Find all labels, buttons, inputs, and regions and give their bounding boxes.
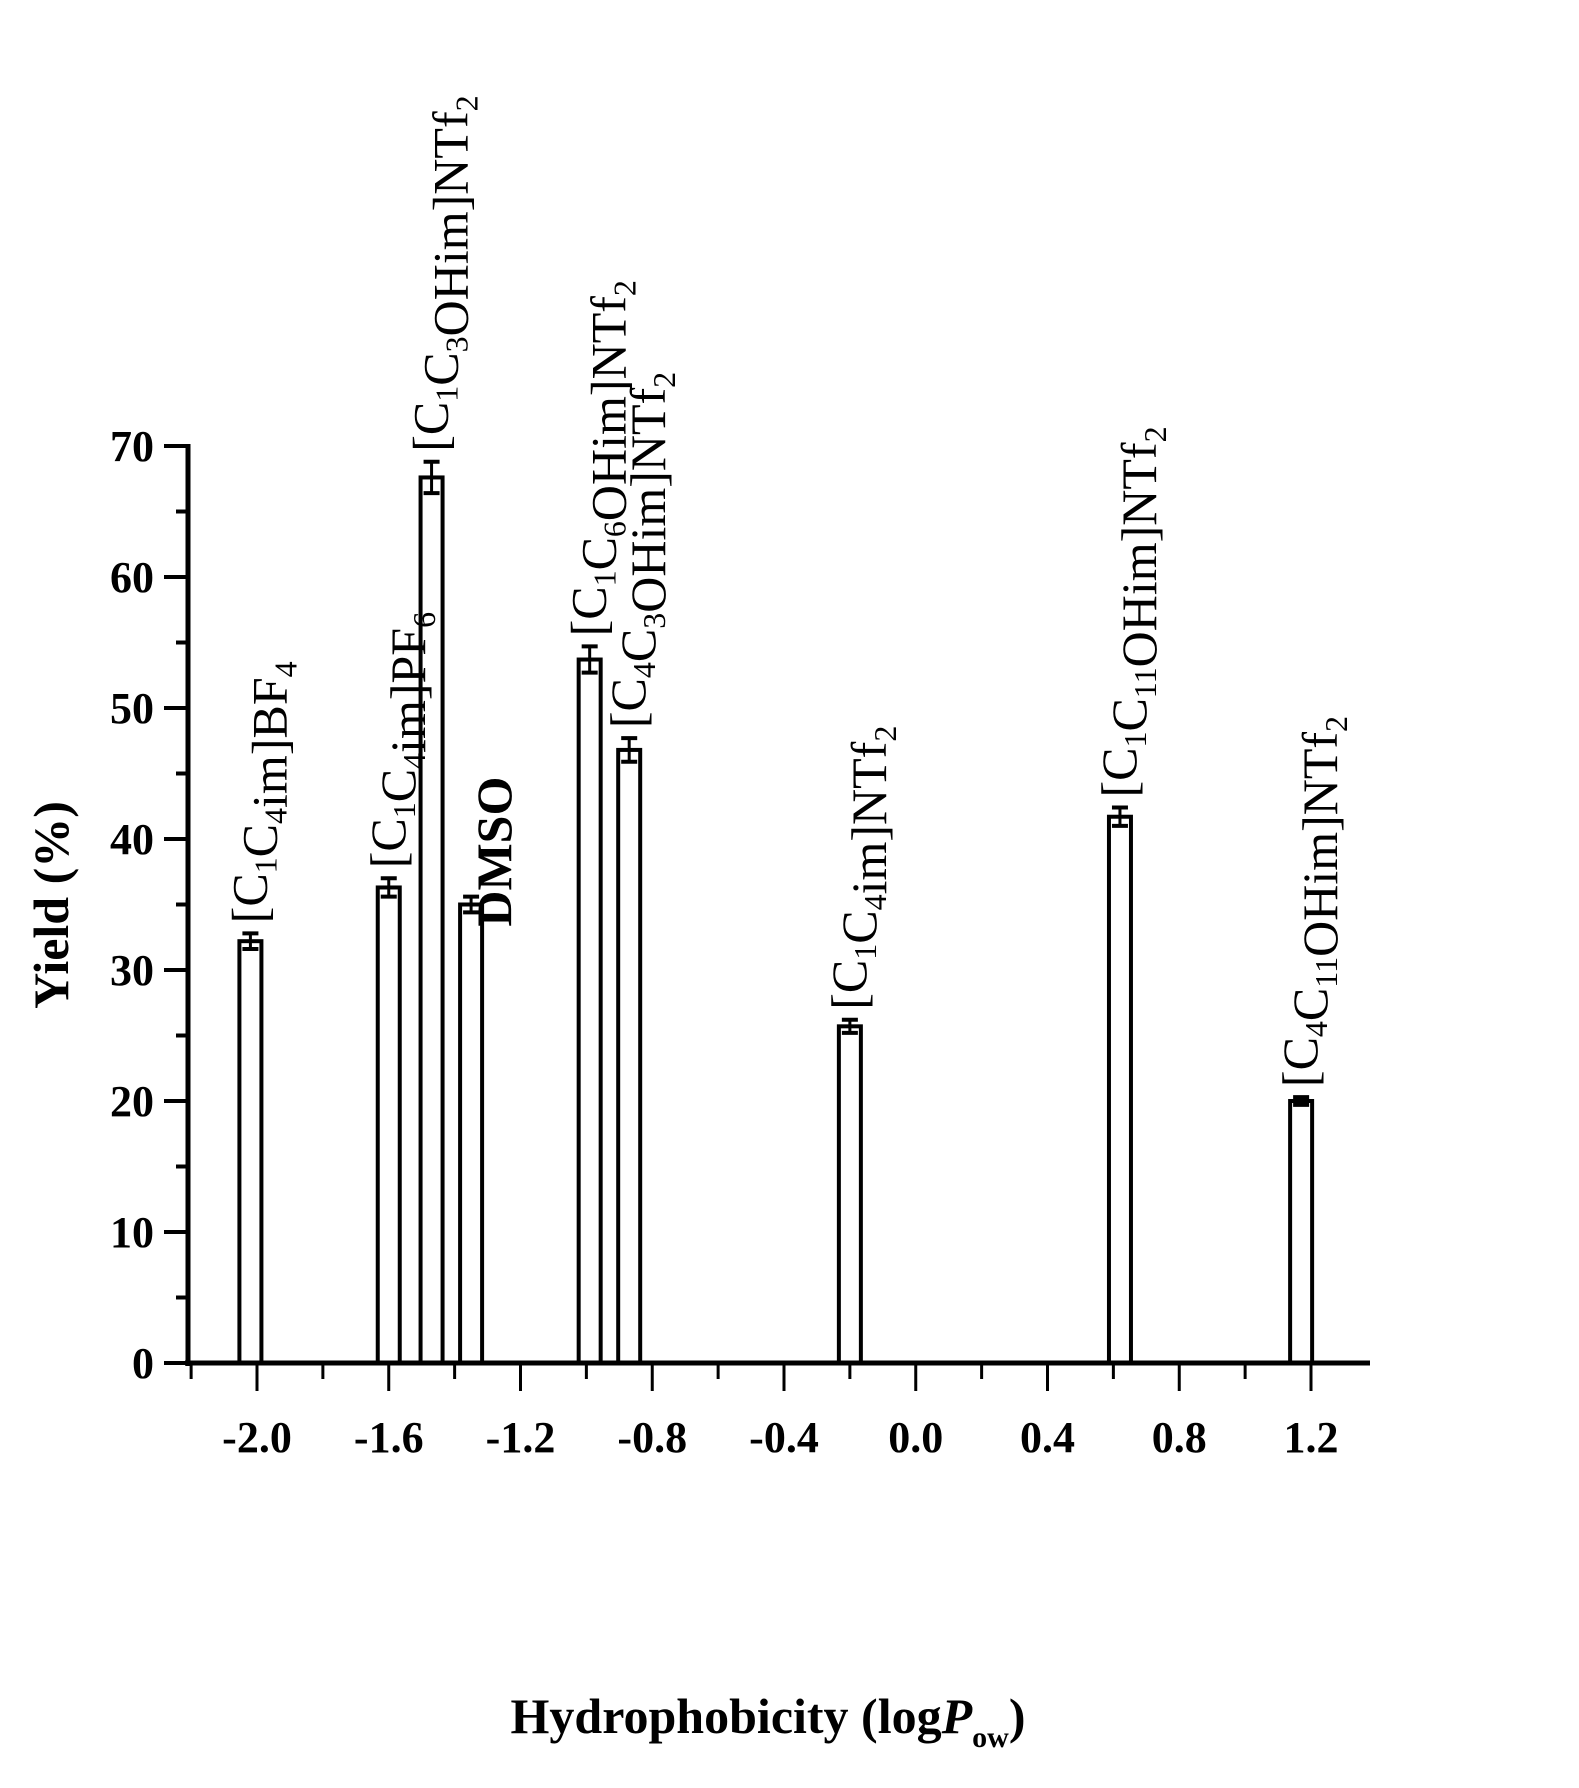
bar (375, 885, 402, 1365)
y-tick-label: 0 (132, 1339, 154, 1388)
bar (1288, 1099, 1315, 1365)
y-tick-label: 70 (110, 422, 154, 471)
bar (237, 939, 264, 1365)
y-tick-label: 50 (110, 684, 154, 733)
bar-annotation: [C1C6OHim]NTf2 (561, 280, 643, 636)
x-tick-label: -2.0 (222, 1413, 292, 1462)
bar-annotation: [C1C4im]PF6 (360, 612, 442, 868)
x-tick-label: -0.4 (749, 1413, 819, 1462)
bar-annotation: [C1C4im]BF4 (221, 661, 303, 923)
bar-annotation: [C1C3OHim]NTf2 (403, 95, 485, 451)
bar (458, 902, 485, 1365)
y-tick-label: 30 (110, 946, 154, 995)
x-tick-label: -1.2 (486, 1413, 556, 1462)
bar-annotation: DMSO (466, 777, 522, 927)
bar-annotation: [C4C3OHim]NTf2 (600, 372, 682, 728)
x-tick-label: 0.0 (888, 1413, 943, 1462)
x-tick-label: 0.8 (1152, 1413, 1207, 1462)
bar-annotation: [C4C11OHim]NTf2 (1272, 716, 1354, 1087)
bar (1106, 814, 1133, 1365)
bar-annotation: [C1C11OHim]NTf2 (1091, 426, 1173, 797)
y-axis-title: Yield (%) (23, 801, 79, 1009)
y-tick-label: 60 (110, 553, 154, 602)
bar (418, 475, 445, 1365)
y-tick-label: 20 (110, 1077, 154, 1126)
x-tick-label: -1.6 (354, 1413, 424, 1462)
x-tick-label: -0.8 (617, 1413, 687, 1462)
y-tick-label: 10 (110, 1208, 154, 1257)
x-tick-label: 0.4 (1020, 1413, 1075, 1462)
bar (616, 747, 643, 1365)
bar (836, 1024, 863, 1365)
bar-labels-group: [C1C4im]BF4 [C1C4im]PF6 [C1C3OHim]NTf2 DMSO… (221, 95, 1354, 1087)
x-axis-title: Hydrophobicity (logPow) (511, 1688, 1026, 1754)
y-tick-label: 40 (110, 815, 154, 864)
bar (576, 657, 603, 1365)
axes-group: 0 10 20 30 40 50 60 70 -2.0 -1.6 -1.2 -0.8 -0.4 0.0 0.… (110, 422, 1370, 1462)
bar-annotation: [C1C4im]NTf2 (821, 726, 903, 1010)
x-tick-label: 1.2 (1284, 1413, 1339, 1462)
